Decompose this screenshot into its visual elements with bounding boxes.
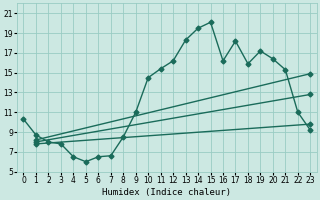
X-axis label: Humidex (Indice chaleur): Humidex (Indice chaleur) — [102, 188, 231, 197]
